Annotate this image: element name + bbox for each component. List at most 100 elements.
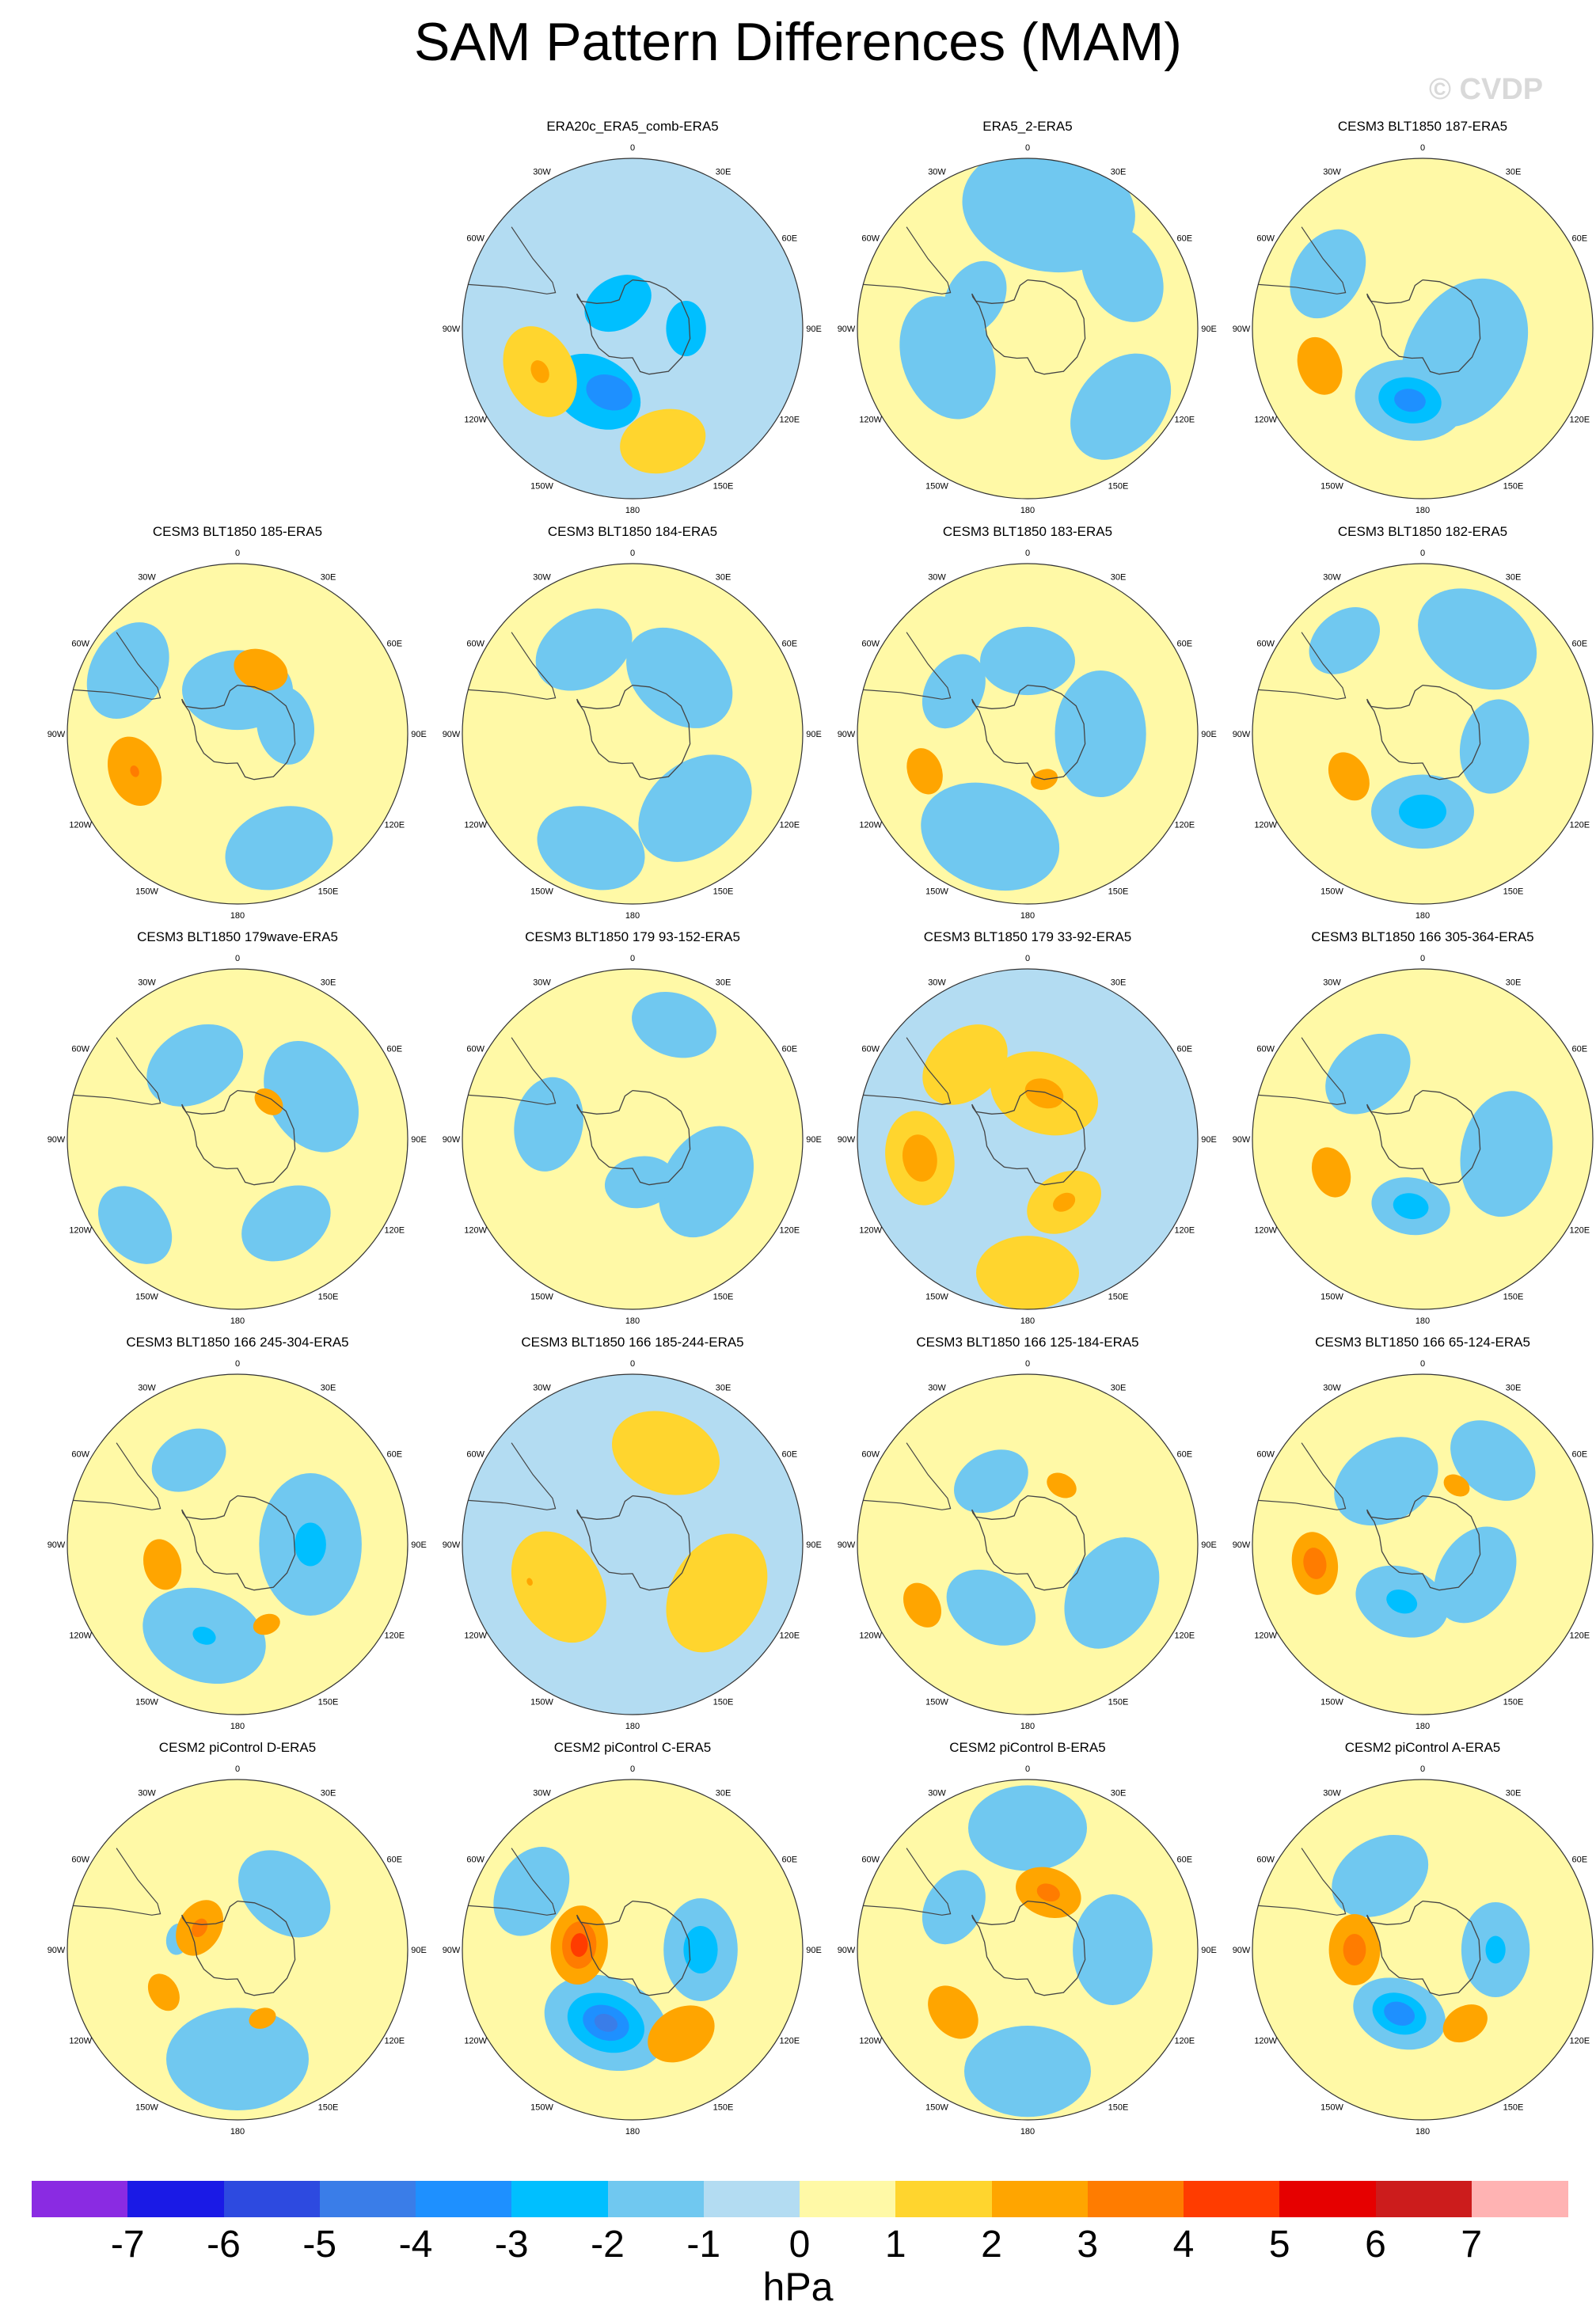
antarctica-coastline <box>576 279 691 375</box>
longitude-label: 120W <box>69 2037 92 2046</box>
longitude-label: 150E <box>1108 2102 1129 2112</box>
longitude-label: 0 <box>1025 1359 1030 1369</box>
longitude-label: 60W <box>1256 640 1275 649</box>
south-america-coastline <box>468 632 557 700</box>
longitude-label: 120W <box>1254 821 1277 830</box>
map-panel: CESM3 BLT1850 166 65-124-ERA5030E60E90E1… <box>1225 1335 1596 1738</box>
negative-anomaly-contour <box>1460 1091 1553 1217</box>
south-america-coastline <box>863 226 952 294</box>
longitude-label: 120W <box>1254 1631 1277 1641</box>
longitude-label: 120E <box>1174 2037 1195 2046</box>
longitude-label: 30W <box>533 1789 551 1799</box>
positive-anomaly-contour <box>612 1411 720 1495</box>
longitude-label: 60E <box>1177 1045 1193 1054</box>
longitude-label: 180 <box>625 2127 640 2137</box>
longitude-label: 90E <box>806 730 822 739</box>
longitude-label: 150W <box>530 887 553 896</box>
negative-anomaly-contour <box>1332 1834 1429 1917</box>
longitude-label: 180 <box>1020 1316 1035 1326</box>
antarctica-coastline <box>181 1900 296 1996</box>
longitude-label: 0 <box>630 954 635 963</box>
longitude-label: 30W <box>138 978 156 988</box>
map-panel: CESM3 BLT1850 166 125-184-ERA5 0 30E 60E 90E… <box>830 1335 1226 1738</box>
negative-anomaly-contour <box>192 1627 216 1645</box>
south-america-coastline <box>1258 1037 1347 1105</box>
antarctica-coastline <box>1366 1900 1481 1996</box>
map-background <box>67 969 408 1309</box>
map-panel: CESM3 BLT1850 166 305-364-ERA5030E60E90E… <box>1225 929 1596 1333</box>
panel-title: CESM3 BLT1850 182-ERA5 <box>1337 524 1508 539</box>
negative-anomaly-contour <box>921 782 1060 891</box>
longitude-label: 120W <box>1254 1226 1277 1236</box>
negative-anomaly-contour <box>151 1428 226 1492</box>
longitude-label: 180 <box>1020 2127 1035 2137</box>
longitude-label: 60E <box>1572 1450 1588 1460</box>
longitude-label: 120W <box>1254 2037 1277 2046</box>
longitude-label: 150E <box>1503 1697 1524 1707</box>
negative-anomaly-contour <box>1394 389 1426 412</box>
map-boundary <box>1252 1779 1594 2121</box>
longitude-label: 0 <box>630 143 635 153</box>
negative-anomaly-contour <box>1393 1193 1429 1220</box>
antarctica-coastline <box>576 1495 691 1591</box>
negative-anomaly-contour <box>225 806 333 891</box>
longitude-label: 60W <box>71 1450 89 1460</box>
longitude-label: 30E <box>1111 1384 1127 1393</box>
negative-anomaly-contour <box>946 1569 1036 1646</box>
negative-anomaly-contour <box>1309 607 1381 674</box>
negative-anomaly-contour <box>1054 670 1146 797</box>
longitude-label: 90E <box>1201 1540 1217 1550</box>
positive-anomaly-contour <box>1328 752 1370 801</box>
longitude-label: 150W <box>1320 887 1343 896</box>
colorbar-swatch <box>319 2181 416 2217</box>
longitude-label: 90W <box>838 730 856 739</box>
longitude-label: 60E <box>1177 640 1193 649</box>
colorbar-swatch <box>1087 2181 1184 2217</box>
south-america-coastline <box>468 1848 557 1916</box>
antarctica-coastline <box>1366 1495 1481 1591</box>
longitude-label: 30E <box>1111 978 1127 988</box>
negative-anomaly-contour <box>980 626 1075 696</box>
figure-title: SAM Pattern Differences (MAM) <box>414 12 1182 72</box>
antarctica-coastline <box>971 1900 1086 1996</box>
longitude-label: 180 <box>1020 1722 1035 1731</box>
map-panel: CESM3 BLT1850 179wave-ERA5 0 30E 60E 90E 120E… <box>40 929 435 1333</box>
longitude-label: 120E <box>1569 1631 1590 1641</box>
longitude-label: 90W <box>48 1540 66 1550</box>
negative-anomaly-contour <box>1290 229 1366 319</box>
longitude-label: 0 <box>630 1764 635 1774</box>
colorbar-swatch <box>607 2181 705 2217</box>
longitude-label: 60W <box>71 1855 89 1865</box>
longitude-label: 90W <box>838 325 856 334</box>
panel-title: CESM3 BLT1850 166 185-244-ERA5 <box>521 1335 744 1350</box>
longitude-label: 150E <box>1503 2102 1524 2112</box>
longitude-label: 180 <box>625 1316 640 1326</box>
positive-anomaly-contour <box>1297 336 1343 395</box>
longitude-label: 60W <box>466 1855 484 1865</box>
longitude-label: 120W <box>859 821 882 830</box>
longitude-label: 0 <box>235 954 240 963</box>
longitude-label: 0 <box>1420 954 1425 963</box>
longitude-label: 120W <box>69 1226 92 1236</box>
map-boundary <box>66 1779 408 2121</box>
south-america-coastline <box>1258 226 1347 294</box>
longitude-label: 150E <box>318 887 339 896</box>
longitude-label: 60W <box>466 1450 484 1460</box>
longitude-label: 60E <box>1177 1855 1193 1865</box>
south-america-coastline <box>1258 632 1347 700</box>
panel-title: CESM3 BLT1850 179wave-ERA5 <box>137 929 338 944</box>
longitude-label: 150W <box>530 1292 553 1301</box>
antarctica-coastline <box>576 684 691 781</box>
longitude-label: 90E <box>411 1946 427 1955</box>
longitude-label: 60W <box>861 1045 880 1054</box>
longitude-label: 60E <box>782 1855 798 1865</box>
colorbar-swatch <box>223 2181 321 2217</box>
positive-anomaly-contour <box>922 1024 1008 1105</box>
longitude-label: 90W <box>1233 1946 1251 1955</box>
negative-anomaly-contour <box>594 2014 618 2032</box>
